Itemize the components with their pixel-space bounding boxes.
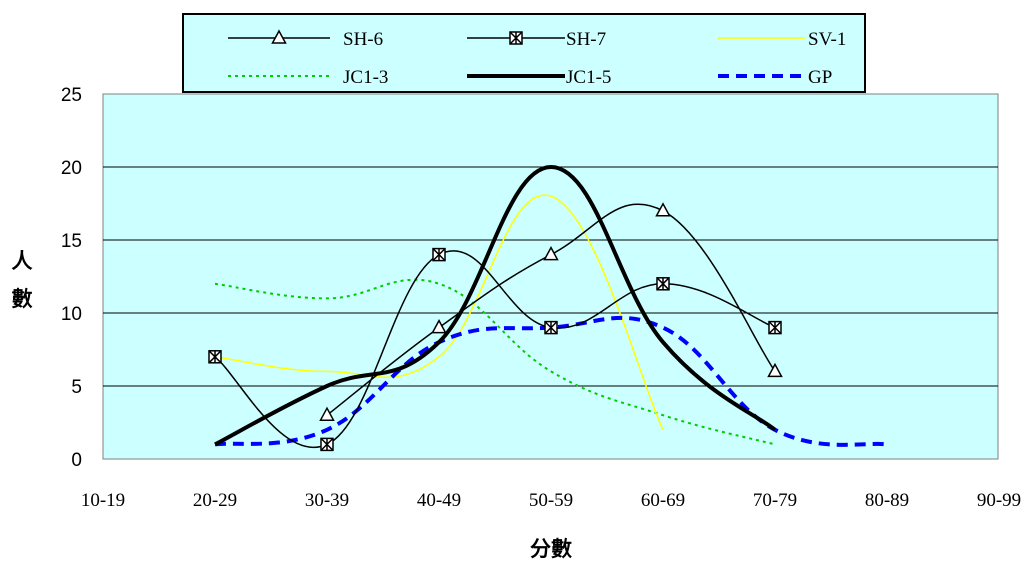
legend-label-sv-1: SV-1 (808, 29, 846, 50)
marker-cross (656, 277, 670, 291)
legend-label-gp: GP (808, 67, 832, 88)
triangle-marker (543, 246, 559, 261)
triangle-marker (319, 406, 335, 421)
triangle-marker (431, 319, 447, 334)
legend-label-sh-7: SH-7 (566, 29, 606, 50)
triangle-marker (767, 362, 783, 378)
x-tick-label: 30-39 (305, 490, 349, 511)
marker-cross (509, 31, 523, 45)
box-x-marker (320, 437, 334, 452)
x-tick-labels: 10-19 20-29 30-39 40-49 50-59 60-69 70-79 80-89… (81, 490, 1021, 511)
y-tick-label: 0 (71, 450, 82, 471)
y-tick-label: 5 (71, 377, 82, 398)
series-line-jc1-3 (214, 278, 776, 446)
marker-cross (208, 350, 222, 364)
x-tick-label: 90-99 (977, 490, 1021, 511)
box-x-marker (509, 31, 523, 45)
box-x-marker (432, 247, 446, 262)
legend-label-jc1-5: JC1-5 (566, 67, 611, 88)
x-tick-label: 40-49 (417, 490, 461, 511)
legend-label-sh-6: SH-6 (343, 29, 383, 50)
marker-cross (768, 321, 782, 335)
triangle-marker (655, 202, 671, 217)
legend: SH-6 SH-7 SV-1 JC1-3 JC1-5 GP (182, 13, 866, 93)
y-tick-label: 20 (61, 158, 82, 179)
y-axis-title-char-2: 數 (12, 287, 33, 311)
y-tick-label: 25 (61, 85, 82, 106)
y-axis-title-char-1: 人 (12, 249, 33, 273)
x-tick-label: 10-19 (81, 490, 125, 511)
box-x-marker (656, 277, 670, 291)
box-x-marker (768, 320, 782, 335)
triangle-marker (271, 29, 287, 44)
legend-box (182, 13, 866, 93)
x-tick-label: 80-89 (865, 490, 909, 511)
x-axis-title: 分數 (530, 537, 572, 561)
y-tick-labels: 0 5 10 15 20 25 (61, 85, 82, 471)
marker-cross (432, 248, 446, 262)
legend-label-jc1-3: JC1-3 (343, 67, 388, 88)
y-tick-label: 15 (61, 231, 82, 252)
x-tick-label: 60-69 (641, 490, 685, 511)
x-tick-label: 20-29 (193, 490, 237, 511)
series-line-sh-6 (326, 203, 776, 416)
series-layer (208, 165, 888, 452)
marker-cross (544, 321, 558, 335)
x-tick-label: 50-59 (529, 490, 573, 511)
series-line-sv-1 (214, 194, 664, 431)
box-x-marker (208, 350, 222, 364)
series-line-jc1-5 (214, 165, 777, 447)
y-tick-label: 10 (61, 304, 82, 325)
box-x-marker (544, 320, 558, 335)
x-tick-label: 70-79 (753, 490, 797, 511)
marker-cross (320, 437, 334, 451)
plot-area (102, 93, 999, 460)
